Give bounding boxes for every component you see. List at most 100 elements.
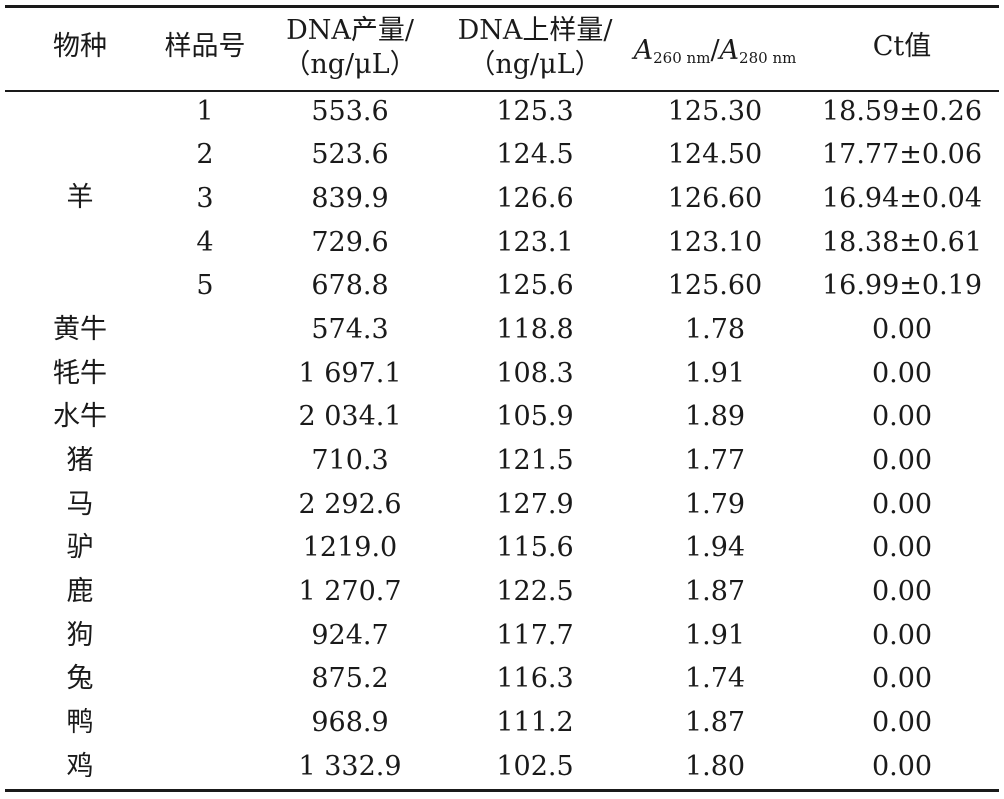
cell-load: 118.8: [496, 314, 574, 345]
cell-ratio: 124.50: [667, 139, 763, 170]
cell-species: [5, 140, 155, 170]
cell-load: 121.5: [496, 445, 574, 476]
cell-ratio: 1.94: [684, 532, 746, 563]
header-dna-yield: DNA产量/ （ng/μL）: [255, 14, 445, 82]
cell-species: 水牛: [53, 401, 107, 432]
cell-species: [5, 228, 155, 258]
cell-load: 117.7: [496, 620, 574, 651]
cell-yield: 1 332.9: [298, 751, 402, 782]
cell-sample: 4: [196, 227, 214, 258]
cell-yield: 1219.0: [302, 532, 398, 563]
cell-load: 116.3: [496, 663, 574, 694]
cell-yield: 523.6: [311, 139, 389, 170]
cell-sample: [155, 402, 255, 432]
header-dna-load-line1: DNA上样量/: [457, 15, 613, 46]
cell-ct: 0.00: [871, 576, 933, 607]
cell-sample: [155, 315, 255, 345]
cell-ratio: 1.77: [684, 445, 746, 476]
cell-load: 105.9: [496, 401, 574, 432]
header-ratio-sub1: 260 nm: [653, 49, 711, 67]
cell-yield: 710.3: [311, 445, 389, 476]
cell-ct: 0.00: [871, 358, 933, 389]
cell-ct: 16.94±0.04: [821, 183, 983, 214]
cell-yield: 2 292.6: [298, 489, 402, 520]
cell-sample: 5: [196, 270, 214, 301]
cell-ratio: 1.87: [684, 576, 746, 607]
cell-ct: 18.59±0.26: [821, 96, 983, 127]
cell-ratio: 123.10: [667, 227, 763, 258]
cell-species: 黄牛: [53, 314, 107, 345]
cell-sample: 2: [196, 139, 214, 170]
cell-yield: 729.6: [311, 227, 389, 258]
cell-yield: 2 034.1: [298, 401, 402, 432]
cell-ct: 0.00: [871, 751, 933, 782]
cell-species: 猪: [66, 445, 94, 476]
header-dna-yield-line1: DNA产量/: [286, 15, 414, 46]
cell-sample: [155, 446, 255, 476]
cell-ratio: 1.91: [684, 620, 746, 651]
cell-sample: [155, 621, 255, 651]
cell-ratio: 125.30: [667, 96, 763, 127]
header-sample-no: 样品号: [164, 31, 246, 62]
cell-species: 鸡: [66, 751, 94, 782]
cell-ratio: 125.60: [667, 270, 763, 301]
header-ratio-a1: A: [633, 35, 654, 66]
header-dna-yield-line2: （ng/μL）: [283, 49, 417, 80]
data-table: 物种 样品号 DNA产量/ （ng/μL） DNA上样量/ （ng/μL） A2…: [5, 0, 999, 799]
cell-sample: [155, 577, 255, 607]
cell-species: 鹿: [66, 576, 94, 607]
cell-ct: 17.77±0.06: [821, 139, 983, 170]
header-ratio-sub2: 280 nm: [739, 49, 797, 67]
cell-sample: 3: [196, 183, 214, 214]
cell-sample: [155, 664, 255, 694]
header-species: 物种: [53, 31, 107, 62]
cell-load: 102.5: [496, 751, 574, 782]
header-ratio-a2: A: [719, 35, 740, 66]
cell-ct: 0.00: [871, 401, 933, 432]
cell-ct: 0.00: [871, 707, 933, 738]
cell-species: [5, 97, 155, 127]
cell-ratio: 1.74: [684, 663, 746, 694]
cell-yield: 968.9: [311, 707, 389, 738]
cell-load: 125.6: [496, 270, 574, 301]
cell-yield: 1 697.1: [298, 358, 402, 389]
header-absorbance-ratio: A260 nm/A280 nm: [625, 36, 805, 73]
header-dna-load-line2: （ng/μL）: [468, 49, 602, 80]
header-ratio-slash: /: [710, 35, 720, 66]
cell-ct: 0.00: [871, 489, 933, 520]
cell-species: 驴: [66, 532, 94, 563]
cell-species: 鸭: [66, 707, 94, 738]
cell-load: 115.6: [496, 532, 574, 563]
species-group-sheep: 羊: [66, 182, 94, 213]
cell-ct: 0.00: [871, 445, 933, 476]
cell-sample: 1: [196, 96, 214, 127]
cell-species: 兔: [66, 663, 94, 694]
cell-sample: [155, 359, 255, 389]
cell-load: 127.9: [496, 489, 574, 520]
cell-load: 108.3: [496, 358, 574, 389]
cell-ct: 18.38±0.61: [821, 227, 983, 258]
cell-ratio: 1.79: [684, 489, 746, 520]
cell-yield: 553.6: [311, 96, 389, 127]
cell-yield: 875.2: [311, 663, 389, 694]
cell-load: 126.6: [496, 183, 574, 214]
header-ct: Ct值: [872, 31, 932, 62]
cell-species: 狗: [66, 620, 94, 651]
cell-ct: 0.00: [871, 532, 933, 563]
cell-sample: [155, 752, 255, 782]
cell-ratio: 1.80: [684, 751, 746, 782]
cell-ratio: 1.89: [684, 401, 746, 432]
cell-species: [5, 184, 155, 214]
cell-load: 124.5: [496, 139, 574, 170]
cell-yield: 924.7: [311, 620, 389, 651]
cell-load: 123.1: [496, 227, 574, 258]
cell-species: 马: [66, 489, 94, 520]
cell-ratio: 1.87: [684, 707, 746, 738]
cell-ct: 0.00: [871, 663, 933, 694]
cell-sample: [155, 490, 255, 520]
cell-ratio: 1.91: [684, 358, 746, 389]
cell-ct: 16.99±0.19: [821, 270, 983, 301]
bottom-rule: [5, 789, 999, 792]
cell-sample: [155, 708, 255, 738]
cell-sample: [155, 533, 255, 563]
